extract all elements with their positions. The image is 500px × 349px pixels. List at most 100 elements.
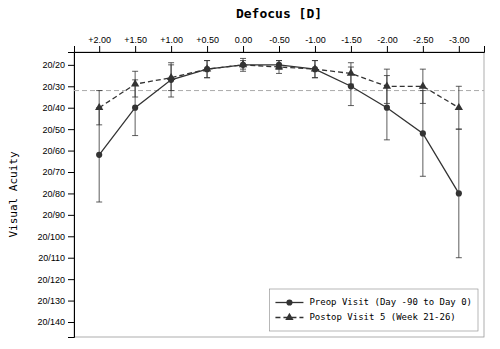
y-tick: 20/100 <box>37 232 74 242</box>
y-tick: 20/50 <box>42 125 74 135</box>
x-tick: -3.00 <box>449 35 470 52</box>
x-tick: +2.00 <box>88 35 111 52</box>
y-tick-mark <box>68 65 74 66</box>
x-tick-mark <box>315 46 316 52</box>
point <box>239 60 247 67</box>
x-tick: 0.00 <box>235 35 253 52</box>
y-tick-label: 20/70 <box>42 167 65 177</box>
point <box>96 152 102 158</box>
y-axis-line <box>68 53 75 338</box>
y-tick-mark <box>68 322 74 323</box>
y-tick: 20/120 <box>37 275 74 285</box>
x-tick-label: -3.00 <box>449 35 470 45</box>
y-tick-mark <box>68 236 74 237</box>
legend-marker <box>286 299 292 305</box>
x-tick-mark <box>459 46 460 52</box>
x-tick-mark <box>207 46 208 52</box>
y-tick-mark <box>68 279 74 280</box>
y-tick: 20/90 <box>42 210 74 220</box>
y-tick-label: 20/20 <box>42 60 65 70</box>
x-tick-label: +1.00 <box>160 35 183 45</box>
y-axis-title: Visual Acuity <box>7 151 20 237</box>
y-tick-mark <box>68 151 74 152</box>
point <box>131 79 139 86</box>
y-tick: 20/130 <box>37 296 74 306</box>
plot-frame <box>74 52 484 337</box>
point <box>419 81 427 88</box>
legend-entry: Preop Visit (Day -90 to Day 0) <box>275 297 472 307</box>
x-tick: -2.50 <box>413 35 434 52</box>
legend-label: Postop Visit 5 (Week 21-26) <box>309 312 455 322</box>
y-tick-label: 20/130 <box>37 296 65 306</box>
x-tick-mark <box>387 46 388 52</box>
y-tick: 20/70 <box>42 167 74 177</box>
y-tick-label: 20/40 <box>42 103 65 113</box>
point <box>167 73 175 80</box>
legend-marker <box>285 313 293 320</box>
legend-frame <box>269 289 478 331</box>
point <box>420 130 426 136</box>
y-tick-mark <box>68 193 74 194</box>
title: Defocus [D] <box>236 6 322 21</box>
point <box>275 62 283 69</box>
x-tick-mark <box>279 46 280 52</box>
y-tick: 20/30 <box>42 82 74 92</box>
x-tick-label: -2.50 <box>413 35 434 45</box>
x-axis-line <box>75 46 485 53</box>
x-tick-label: +0.50 <box>196 35 219 45</box>
series-line <box>99 65 459 108</box>
x-tick: +1.50 <box>124 35 147 52</box>
point <box>347 69 355 76</box>
x-tick-label: +1.50 <box>124 35 147 45</box>
x-tick: +0.50 <box>196 35 219 52</box>
y-axis: 20/20 20/30 20/40 20/50 20/60 20/70 20/80 20/90… <box>37 53 74 338</box>
y-tick-label: 20/140 <box>37 317 65 327</box>
series <box>96 61 462 258</box>
legend: Preop Visit (Day -90 to Day 0) Postop Vis… <box>269 289 478 331</box>
legend-label: Preop Visit (Day -90 to Day 0) <box>309 297 472 307</box>
y-tick-label: 20/60 <box>42 146 65 156</box>
y-tick: 20/60 <box>42 146 74 156</box>
series <box>95 58 463 129</box>
x-tick-label: -1.50 <box>341 35 362 45</box>
point <box>456 190 462 196</box>
point <box>95 103 103 110</box>
y-tick-label: 20/120 <box>37 275 65 285</box>
y-tick-label: 20/90 <box>42 210 65 220</box>
x-tick-mark <box>243 46 244 52</box>
y-tick: 20/80 <box>42 189 74 199</box>
x-tick-mark <box>423 46 424 52</box>
y-tick: 20/140 <box>37 317 74 327</box>
x-tick-label: -2.00 <box>377 35 398 45</box>
point <box>455 103 463 110</box>
error-bar <box>456 129 462 258</box>
x-tick: -1.50 <box>341 35 362 52</box>
y-tick-mark <box>68 301 74 302</box>
y-tick: 20/110 <box>38 253 74 263</box>
y-tick-mark <box>68 172 74 173</box>
y-tick-mark <box>68 258 74 259</box>
y-tick-label: 20/30 <box>42 82 65 92</box>
x-tick: -0.50 <box>269 35 290 52</box>
x-tick-mark <box>351 46 352 52</box>
y-tick-mark <box>68 215 74 216</box>
x-tick-label: +2.00 <box>88 35 111 45</box>
x-tick-mark <box>171 46 172 52</box>
y-tick-mark <box>68 108 74 109</box>
x-tick: -2.00 <box>377 35 398 52</box>
y-tick-mark <box>68 129 74 130</box>
x-tick-mark <box>99 46 100 52</box>
series-line <box>99 65 459 194</box>
y-tick-label: 20/100 <box>37 232 65 242</box>
y-tick-mark <box>68 86 74 87</box>
point <box>311 64 319 71</box>
y-tick-label: 20/110 <box>38 253 65 263</box>
point <box>383 81 391 88</box>
y-tick: 20/20 <box>42 60 74 70</box>
x-axis: +2.00+1.50+1.00+0.500.00-0.50-1.00-1.50-… <box>75 35 485 53</box>
x-tick: +1.00 <box>160 35 183 52</box>
y-tick-label: 20/50 <box>42 125 65 135</box>
x-tick-mark <box>135 46 136 52</box>
point <box>132 105 138 111</box>
y-tick-label: 20/80 <box>42 189 65 199</box>
